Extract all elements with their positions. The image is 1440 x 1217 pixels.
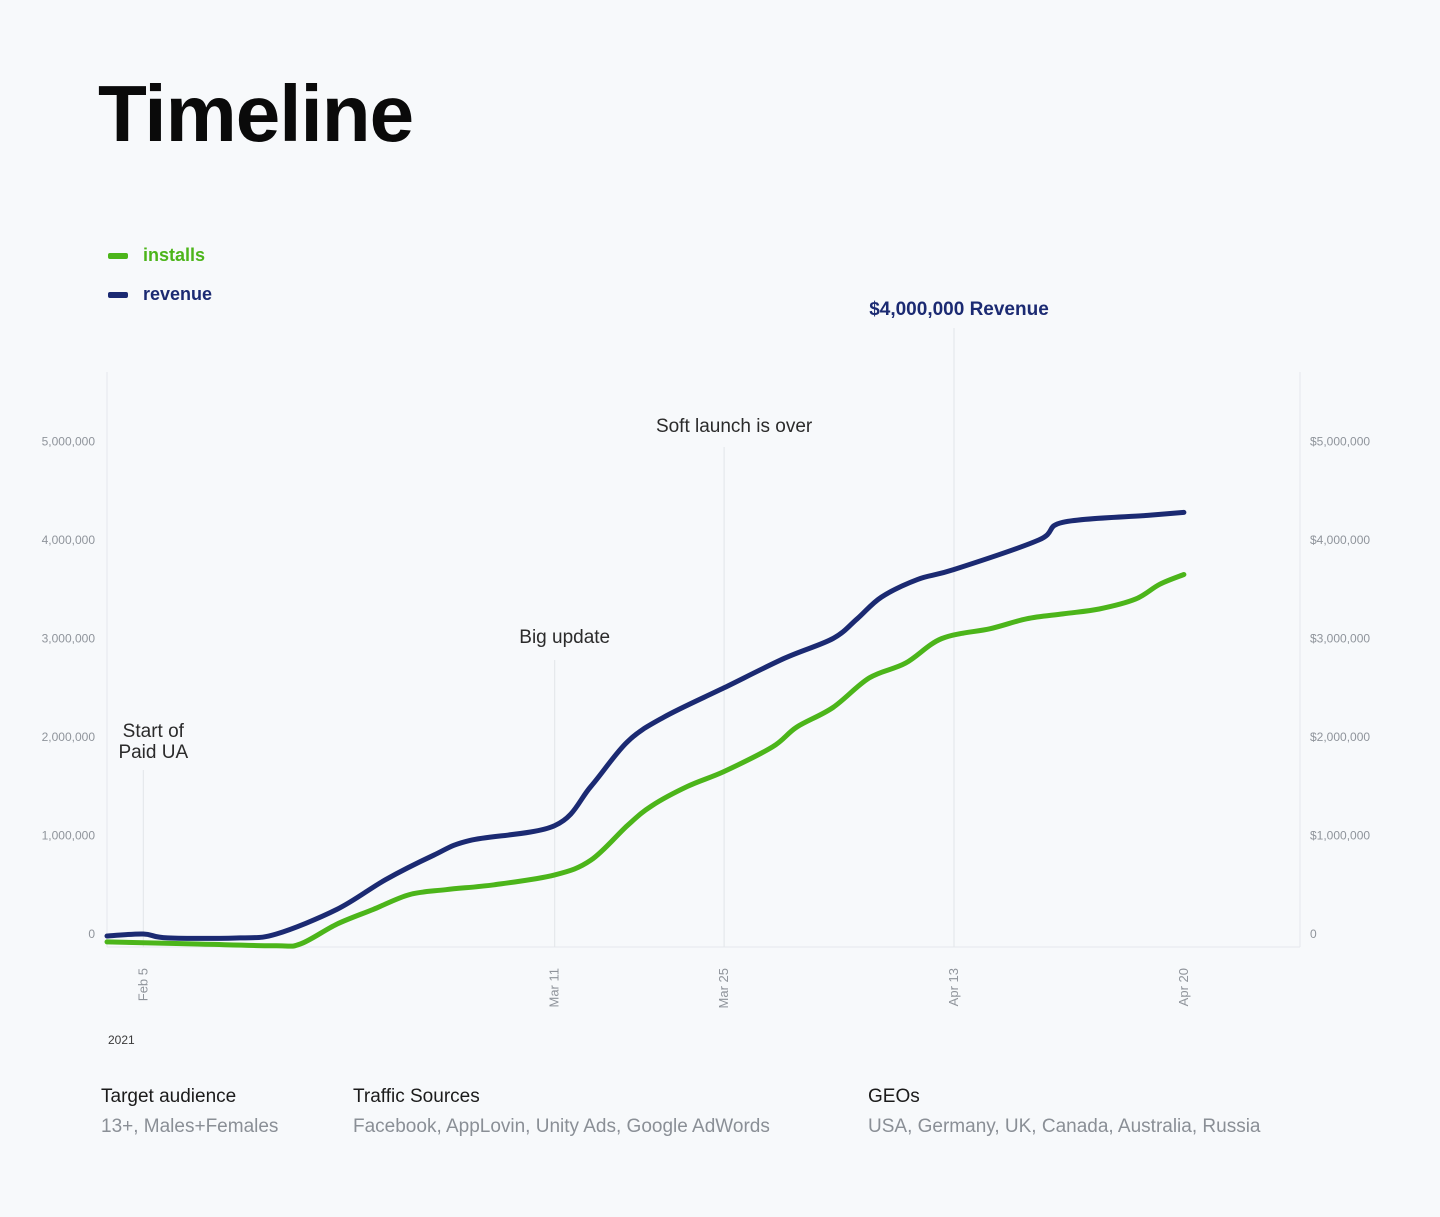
y-tick-label-left: 2,000,000 (42, 730, 96, 744)
info-target-audience: Target audience 13+, Males+Females (101, 1086, 278, 1138)
info-traffic-sources: Traffic Sources Facebook, AppLovin, Unit… (353, 1086, 770, 1138)
x-tick-label: Feb 5 (135, 968, 150, 1001)
y-tick-label-right: 0 (1310, 927, 1317, 941)
y-tick-label-left: 3,000,000 (42, 632, 96, 646)
page-title: Timeline (98, 69, 414, 158)
timeline-chart: 0 1,000,000 2,000,000 3,000,000 4,000,000 5,0… (42, 299, 1371, 1047)
info-value: 13+, Males+Females (101, 1116, 279, 1137)
y-tick-label-left: 4,000,000 (42, 533, 96, 547)
x-tick-label: Apr 20 (1176, 968, 1191, 1006)
annotation-label: Soft launch is over (656, 416, 813, 437)
y-tick-label-left: 5,000,000 (42, 435, 96, 449)
y-tick-label-right: $1,000,000 (1310, 829, 1370, 843)
info-geos: GEOs USA, Germany, UK, Canada, Australia… (868, 1086, 1260, 1138)
info-title: Target audience (101, 1086, 237, 1107)
info-title: GEOs (868, 1086, 920, 1107)
x-tick-label: Apr 13 (946, 968, 961, 1006)
annotation-label: Paid UA (118, 742, 188, 763)
y-tick-label-right: $3,000,000 (1310, 632, 1370, 646)
annotation-label: Start of (123, 721, 185, 742)
x-tick-label: Mar 25 (716, 968, 731, 1008)
legend-swatch-installs (108, 252, 128, 259)
series-line-revenue (104, 509, 1187, 941)
legend-swatch-revenue (108, 291, 128, 298)
y-tick-label-right: $4,000,000 (1310, 533, 1370, 547)
campaign-info: Target audience 13+, Males+Females Traff… (0, 1086, 1440, 1166)
legend-label-installs: installs (143, 245, 206, 265)
annotation-label: Big update (519, 627, 610, 648)
info-value: USA, Germany, UK, Canada, Australia, Rus… (868, 1116, 1261, 1137)
info-title: Traffic Sources (353, 1086, 480, 1107)
legend-label-revenue: revenue (143, 284, 213, 304)
y-tick-label-right: $5,000,000 (1310, 435, 1370, 449)
y-tick-label-right: $2,000,000 (1310, 730, 1370, 744)
annotation-label: $4,000,000 Revenue (869, 299, 1049, 320)
legend-item-revenue[interactable]: revenue (108, 275, 212, 314)
info-value: Facebook, AppLovin, Unity Ads, Google Ad… (353, 1116, 770, 1137)
series-line-installs (104, 572, 1187, 949)
legend-item-installs[interactable]: installs (108, 236, 212, 275)
y-tick-label-left: 0 (88, 927, 95, 941)
x-axis-year-label: 2021 (108, 1033, 135, 1047)
x-tick-label: Mar 11 (547, 968, 562, 1008)
y-tick-label-left: 1,000,000 (42, 829, 96, 843)
chart-legend: installs revenue (108, 236, 212, 314)
